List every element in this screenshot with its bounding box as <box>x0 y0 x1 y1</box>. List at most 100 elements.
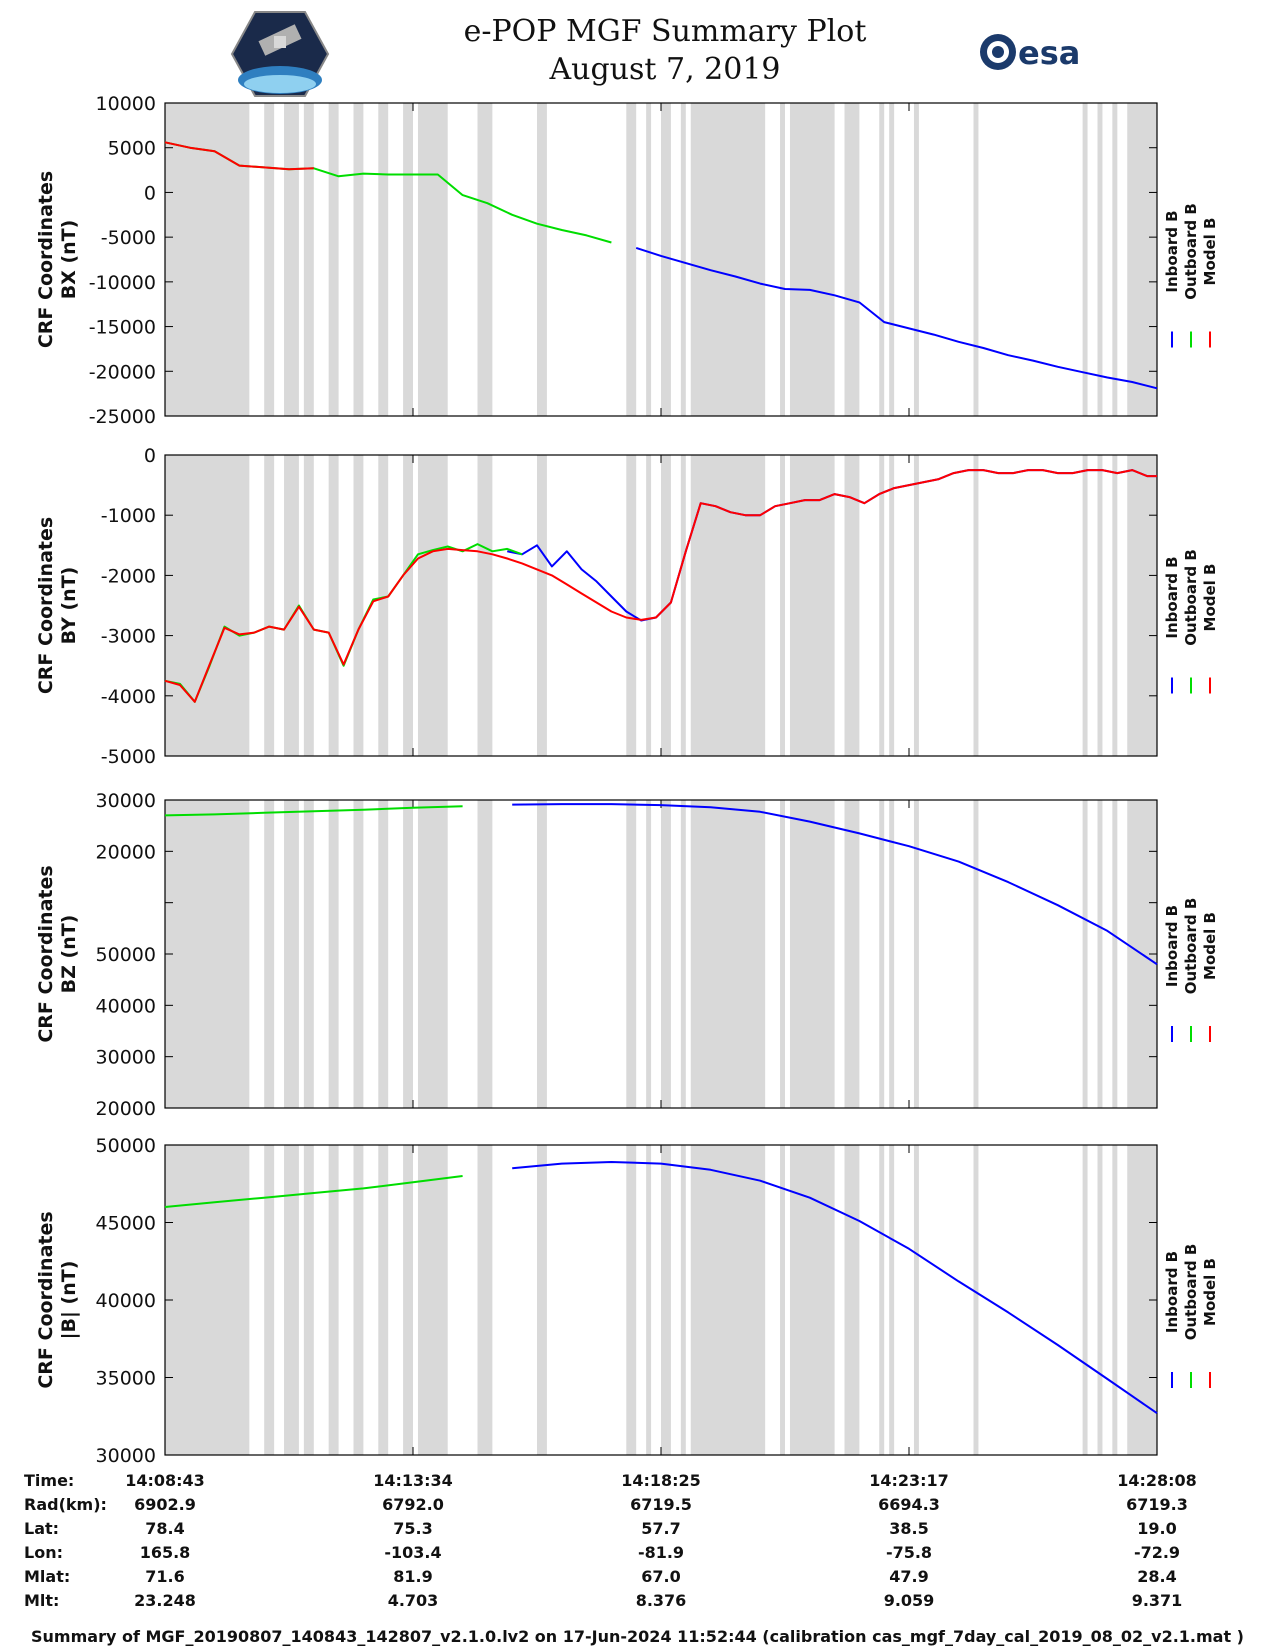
table-row-label: Mlat: <box>24 1567 71 1586</box>
table-cell: 14:23:17 <box>869 1471 949 1490</box>
table-cell: 9.059 <box>883 1591 935 1610</box>
y-axis-label-line: BX (nT) <box>58 220 80 300</box>
data-gap-band <box>1082 103 1088 416</box>
data-gap-band <box>353 1145 364 1455</box>
data-gap-band <box>789 103 835 416</box>
data-gap-band <box>328 1145 339 1455</box>
y-axis-label-line: CRF Coordinates <box>35 171 57 348</box>
table-cell: 4.703 <box>387 1591 439 1610</box>
y-axis-label-line: BY (nT) <box>58 567 80 645</box>
data-gap-band <box>1112 800 1118 1108</box>
data-gap-band <box>1082 800 1088 1108</box>
data-gap-band <box>913 1145 919 1455</box>
data-gap-band <box>165 1145 250 1455</box>
series-inboard-b <box>512 1161 1158 1415</box>
data-gap-band <box>844 455 860 756</box>
data-gap-band <box>165 800 250 1108</box>
series-model-b <box>164 141 314 171</box>
series-outboard-b <box>164 543 523 703</box>
data-gap-band <box>477 103 493 416</box>
data-gap-band <box>403 455 413 756</box>
data-gap-band <box>264 800 275 1108</box>
table-cell: -103.4 <box>384 1543 442 1562</box>
y-tick-label: -3000 <box>101 626 156 648</box>
data-gap-band <box>378 103 389 416</box>
legend-label: Model B <box>1201 218 1219 286</box>
data-gap-band <box>780 800 785 1108</box>
data-gap-band <box>1082 1145 1088 1455</box>
table-cell: 57.7 <box>641 1519 681 1538</box>
y-tick-label: 40000 <box>96 1290 156 1312</box>
y-axis-label: CRF Coordinates|B| (nT) <box>35 1211 80 1388</box>
y-tick-label: -2000 <box>101 565 156 587</box>
y-tick-label: 40000 <box>96 995 156 1017</box>
data-gap-band <box>680 103 686 416</box>
data-gap-band <box>303 800 314 1108</box>
table-cell: 6719.3 <box>1126 1495 1188 1514</box>
table-cell: 47.9 <box>889 1567 929 1586</box>
esa-logo-text: esa <box>1018 34 1080 72</box>
data-gap-band <box>879 800 885 1108</box>
data-gap-band <box>537 1145 547 1455</box>
table-cell: 78.4 <box>145 1519 185 1538</box>
y-tick-label: 30000 <box>96 790 156 812</box>
esa-logo: esa <box>980 34 1080 72</box>
table-row-label: Lon: <box>24 1543 63 1562</box>
data-gap-band <box>417 1145 448 1455</box>
y-axis-label-line: CRF Coordinates <box>35 865 57 1042</box>
y-axis-label: CRF CoordinatesBX (nT) <box>35 171 80 348</box>
table-cell: 6902.9 <box>134 1495 196 1514</box>
data-gap-band <box>844 800 860 1108</box>
panel-bz: 30000 20000 50000 40000 30000 20000 CRF Coordi… <box>35 790 1219 1120</box>
table-cell: 75.3 <box>393 1519 433 1538</box>
data-gap-band <box>477 800 493 1108</box>
data-gap-band <box>417 455 448 756</box>
legend-label: Outboard B <box>1182 203 1200 300</box>
data-gap-band <box>879 103 885 416</box>
data-gap-band <box>1112 1145 1118 1455</box>
table-cell: -81.9 <box>637 1543 685 1562</box>
title-line-2: August 7, 2019 <box>549 52 781 87</box>
table-row-label: Lat: <box>24 1519 60 1538</box>
data-gap-band <box>1127 455 1157 756</box>
data-gap-band <box>913 800 919 1108</box>
y-axis-label: CRF CoordinatesBY (nT) <box>35 517 80 694</box>
legend-label: Inboard B <box>1163 1251 1181 1333</box>
data-gap-band <box>264 455 275 756</box>
legend-label: Outboard B <box>1182 549 1200 646</box>
data-gap-band <box>780 103 785 416</box>
table-cell: 14:18:25 <box>621 1471 701 1490</box>
data-gap-band <box>1097 103 1103 416</box>
y-axis-label-line: CRF Coordinates <box>35 517 57 694</box>
data-gap-band <box>378 800 389 1108</box>
y-tick-label: -5000 <box>101 227 156 249</box>
data-gap-band <box>1097 455 1103 756</box>
data-gap-band <box>889 800 895 1108</box>
table-cell: 14:08:43 <box>125 1471 205 1490</box>
data-gap-band <box>303 455 314 756</box>
table-cell: 19.0 <box>1137 1519 1177 1538</box>
table-cell: 8.376 <box>635 1591 687 1610</box>
data-gap-band <box>328 455 339 756</box>
data-gap-band <box>165 455 250 756</box>
y-tick-label: -10000 <box>89 272 156 294</box>
data-gap-band <box>378 455 389 756</box>
table-row-label: Time: <box>24 1471 75 1490</box>
series-inboard-b <box>512 803 1158 966</box>
panel-by: 0 -1000 -2000 -3000 -4000 -5000 CRF Coordinate… <box>35 445 1219 768</box>
legend-label: Outboard B <box>1182 1244 1200 1341</box>
data-gap-band <box>264 1145 275 1455</box>
data-gap-band <box>1112 103 1118 416</box>
data-gap-band <box>661 800 671 1108</box>
y-axis-label-line: |B| (nT) <box>58 1261 80 1340</box>
data-gap-band <box>690 1145 766 1455</box>
data-gap-band <box>646 103 652 416</box>
data-gap-band <box>661 455 671 756</box>
legend-label: Inboard B <box>1163 210 1181 292</box>
data-gap-band <box>264 103 275 416</box>
data-gap-band <box>378 1145 389 1455</box>
y-tick-label: 20000 <box>96 1098 156 1120</box>
series-inboard-b <box>635 246 1158 390</box>
table-cell: 6694.3 <box>878 1495 940 1514</box>
data-gap-band <box>353 800 364 1108</box>
